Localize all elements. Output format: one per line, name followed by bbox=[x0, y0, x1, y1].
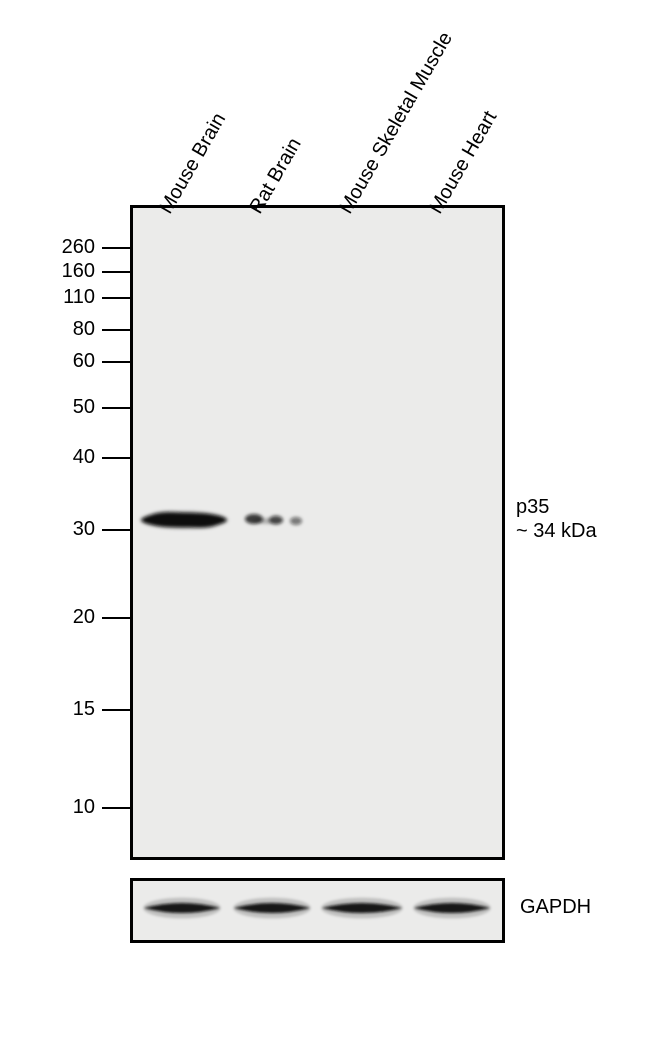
mw-tick bbox=[102, 297, 130, 299]
mw-label: 10 bbox=[73, 796, 95, 819]
mw-label: 110 bbox=[63, 286, 95, 309]
mw-tick bbox=[102, 709, 130, 711]
lane-label: Mouse Brain bbox=[155, 109, 231, 218]
mw-tick bbox=[102, 807, 130, 809]
mw-label: 15 bbox=[73, 698, 95, 721]
mw-label: 160 bbox=[62, 260, 95, 283]
mw-tick bbox=[102, 617, 130, 619]
mw-tick bbox=[102, 457, 130, 459]
mw-label: 40 bbox=[73, 446, 95, 469]
p35-kda-label: ~ 34 kDa bbox=[516, 520, 597, 543]
mw-tick bbox=[102, 361, 130, 363]
mw-tick bbox=[102, 271, 130, 273]
mw-label: 30 bbox=[73, 518, 95, 541]
mw-tick bbox=[102, 407, 130, 409]
lane-label: Mouse Heart bbox=[425, 107, 502, 218]
western-blot-figure: Mouse BrainRat BrainMouse Skeletal Muscl… bbox=[0, 0, 650, 1038]
mw-label: 50 bbox=[73, 396, 95, 419]
mw-label: 80 bbox=[73, 318, 95, 341]
p35-bands bbox=[130, 205, 505, 860]
mw-label: 60 bbox=[73, 350, 95, 373]
gapdh-bands bbox=[130, 878, 505, 943]
gapdh-label: GAPDH bbox=[520, 896, 591, 919]
mw-label: 20 bbox=[73, 606, 95, 629]
p35-label: p35 bbox=[516, 496, 549, 519]
mw-tick bbox=[102, 529, 130, 531]
mw-tick bbox=[102, 329, 130, 331]
mw-label: 260 bbox=[62, 236, 95, 259]
mw-tick bbox=[102, 247, 130, 249]
